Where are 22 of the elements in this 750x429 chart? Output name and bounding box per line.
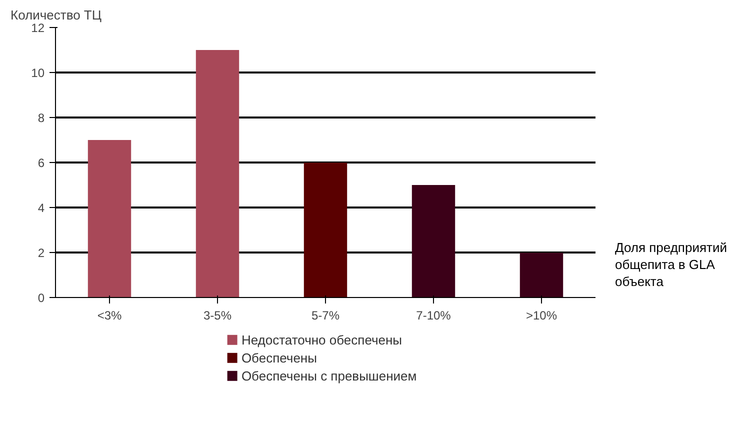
x-tick-label: 7-10%: [416, 308, 452, 322]
y-tick-label: 2: [38, 246, 45, 260]
y-tick-label: 0: [38, 291, 45, 305]
y-tick-label: 6: [38, 156, 45, 170]
bar: [88, 140, 132, 298]
x-tick-label: >10%: [526, 308, 558, 322]
y-tick-label: 10: [31, 66, 45, 80]
x-tick-label: <3%: [97, 308, 122, 322]
x-axis-title: Доля предприятий общепита в GLA объекта: [615, 240, 728, 291]
bar: [196, 50, 240, 298]
legend-label: Недостаточно обеспечены: [241, 332, 402, 348]
y-tick-label: 12: [31, 21, 45, 35]
bar: [412, 185, 456, 298]
y-tick-label: 8: [38, 111, 45, 125]
y-axis-title: Количество ТЦ: [10, 8, 102, 22]
bar: [304, 162, 348, 298]
legend-label: Обеспечены с превышением: [241, 368, 417, 384]
x-tick-label: 5-7%: [311, 308, 340, 322]
x-tick-label: 3-5%: [203, 308, 232, 322]
legend-label: Обеспечены: [241, 350, 317, 366]
y-tick-label: 4: [38, 201, 45, 215]
bar: [520, 252, 564, 298]
